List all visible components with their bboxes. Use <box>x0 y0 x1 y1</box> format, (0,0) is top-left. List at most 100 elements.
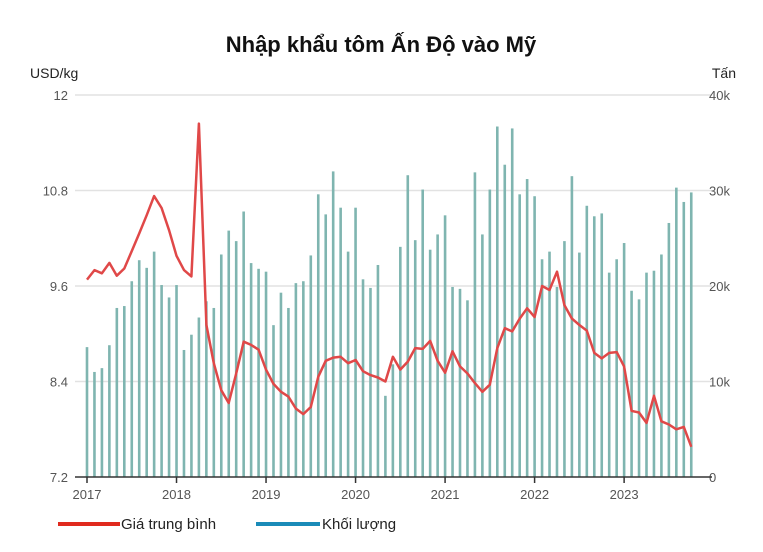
volume-bar <box>354 207 357 477</box>
x-tick-label: 2023 <box>610 487 639 502</box>
volume-bar <box>578 252 581 477</box>
volume-bar <box>421 189 424 478</box>
volume-bar <box>384 395 387 477</box>
volume-bar <box>182 349 186 477</box>
volume-bar <box>190 334 193 477</box>
price-line-group <box>86 122 693 448</box>
volume-bar <box>555 286 559 477</box>
volume-bar <box>458 288 462 477</box>
volume-bar <box>600 213 604 478</box>
volume-bar <box>85 347 89 477</box>
volume-bar <box>130 281 134 477</box>
volume-bar <box>331 171 335 477</box>
volume-bar <box>645 272 648 477</box>
volume-bar <box>212 307 216 477</box>
legend: Giá trung bình Khối lượng <box>58 516 396 533</box>
volume-bar <box>219 254 223 477</box>
volume-bar <box>294 283 298 477</box>
volume-bar <box>466 300 469 477</box>
y-right-tick-label: 10k <box>709 375 730 390</box>
y-axis-right-label: Tấn <box>712 65 736 81</box>
volume-bar <box>257 268 260 477</box>
volume-bar <box>287 307 290 477</box>
volume-bar <box>585 205 589 477</box>
volume-bar <box>451 286 454 477</box>
volume-bar <box>309 255 313 477</box>
y-left-tick-label: 10.8 <box>43 184 68 199</box>
y-left-tick-label: 7.2 <box>50 470 68 485</box>
volume-bar <box>510 128 514 478</box>
y-left-tick-label: 9.6 <box>50 279 68 294</box>
volume-bar <box>496 126 499 477</box>
y-left-tick-label: 12 <box>54 88 68 103</box>
volume-bar <box>607 272 611 477</box>
volume-bar <box>413 240 417 477</box>
volume-bar <box>615 259 618 477</box>
volume-bar <box>540 259 544 477</box>
volume-bar <box>369 287 372 477</box>
volume-bar <box>570 176 574 478</box>
y-right-tick-label: 20k <box>709 279 730 294</box>
volume-bar <box>115 307 119 477</box>
volume-bar <box>518 194 521 477</box>
volume-bar <box>234 241 238 477</box>
x-axis: 2017 2018 2019 2020 2021 2022 2023 <box>73 476 712 502</box>
volume-bar <box>630 290 633 477</box>
volume-bar <box>488 189 492 478</box>
volume-bar <box>197 317 201 477</box>
y-axis-right-ticks: 40k 30k 20k 10k 0 <box>709 88 730 485</box>
volume-bar <box>682 201 686 477</box>
volume-bar <box>264 271 268 477</box>
volume-bar <box>428 249 432 477</box>
volume-bar <box>481 234 484 477</box>
volume-bar <box>324 214 328 477</box>
volume-bar <box>249 263 253 477</box>
volume-bar <box>93 371 96 477</box>
volume-bar <box>592 216 596 477</box>
volume-bar <box>145 267 148 477</box>
volume-bar <box>660 254 663 477</box>
volume-bar <box>167 297 171 477</box>
volume-bar <box>227 230 231 477</box>
volume-bar <box>376 264 380 477</box>
volume-bar <box>406 175 410 477</box>
volume-bar <box>272 325 275 477</box>
x-tick-label: 2018 <box>162 487 191 502</box>
volume-bar <box>391 364 395 477</box>
y-right-tick-label: 30k <box>709 184 730 199</box>
price-line <box>86 122 693 448</box>
volume-bar <box>675 187 678 477</box>
volume-bar <box>316 194 320 477</box>
x-tick-label: 2019 <box>252 487 281 502</box>
y-axis-left-label: USD/kg <box>30 65 78 81</box>
volume-bar <box>205 301 208 477</box>
volume-bar <box>473 172 477 478</box>
volume-bar <box>436 234 439 477</box>
volume-bar <box>548 251 551 477</box>
volume-bar <box>137 260 141 477</box>
volume-bar <box>279 292 283 477</box>
y-axis-left-ticks: 12 10.8 9.6 8.4 7.2 <box>43 88 68 485</box>
volume-bar <box>361 279 365 477</box>
volume-bar <box>175 285 178 477</box>
volume-bar <box>652 270 656 477</box>
legend-volume-label: Khối lượng <box>322 516 396 533</box>
y-left-tick-label: 8.4 <box>50 375 68 390</box>
volume-bars <box>85 126 693 478</box>
volume-bar <box>622 243 626 477</box>
legend-price-label: Giá trung bình <box>121 516 216 533</box>
x-tick-label: 2020 <box>341 487 370 502</box>
y-right-tick-label: 0 <box>709 470 716 485</box>
y-right-tick-label: 40k <box>709 88 730 103</box>
chart-title: Nhập khẩu tôm Ấn Độ vào Mỹ <box>226 32 537 57</box>
volume-bar <box>689 192 693 477</box>
volume-bar <box>160 285 163 477</box>
volume-bar <box>100 368 104 477</box>
volume-bar <box>123 306 126 477</box>
volume-bar <box>108 345 111 477</box>
volume-bar <box>533 196 536 478</box>
volume-bar <box>637 299 641 477</box>
volume-bar <box>525 179 529 478</box>
x-tick-label: 2021 <box>431 487 460 502</box>
